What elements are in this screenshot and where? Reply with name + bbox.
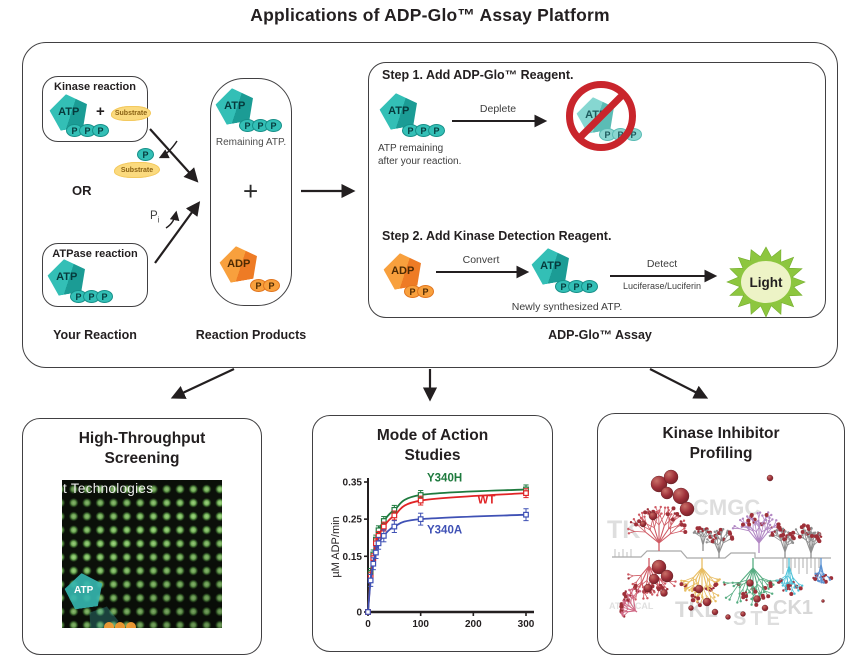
svg-text:0.15: 0.15 — [343, 552, 363, 563]
step1-title: Step 1. Add ADP-Glo™ Reagent. — [382, 68, 574, 82]
phosphate-dot-icon — [104, 622, 114, 628]
moa-chart: 0 100 200 300 0 0.15 0.25 0.35 µM ADP/min Y340H WT… — [330, 472, 535, 630]
microplate-image: t Technologies ATP — [62, 480, 222, 628]
light-label: Light — [750, 275, 783, 290]
kip-title: Kinase Inhibitor Profiling — [662, 425, 780, 462]
convert-label: Convert — [462, 254, 500, 266]
prohibition-icon — [566, 81, 636, 151]
image-watermark-text: t Technologies — [63, 481, 154, 496]
phosphate-dot-icon — [115, 622, 125, 628]
inorganic-phosphate-label: Pi — [150, 210, 160, 225]
figure-title: Applications of ADP-Glo™ Assay Platform — [250, 5, 610, 25]
svg-text:100: 100 — [412, 619, 429, 630]
plus-sign: + — [243, 176, 259, 206]
svg-text:Y340A: Y340A — [427, 524, 462, 536]
kinase-reaction-title: Kinase reaction — [54, 81, 136, 93]
reaction-products-label: Reaction Products — [195, 328, 307, 342]
watermark-cmgc: CMGC — [693, 495, 760, 520]
svg-text:Y340H: Y340H — [427, 472, 462, 484]
newly-synthesized-caption: Newly synthesized ATP. — [511, 301, 623, 313]
watermark-ck1: CK1 — [773, 597, 813, 619]
luciferase-label: Luciferase/Luciferin — [622, 281, 702, 291]
atpase-reaction-title: ATPase reaction — [52, 248, 138, 260]
svg-text:200: 200 — [465, 619, 482, 630]
step1-caption: ATP remaining after your reaction. — [378, 143, 462, 167]
light-starburst-icon: Light — [726, 246, 806, 318]
substrate-blob-icon: Substrate — [111, 106, 151, 121]
arrow-to-hts — [170, 368, 235, 399]
phosphate-dot-icon — [126, 622, 136, 628]
watermark-tk: TK — [607, 516, 640, 544]
deplete-label: Deplete — [479, 103, 517, 115]
remaining-atp-caption: Remaining ATP. — [215, 137, 287, 148]
substrate-blob-icon: Substrate — [114, 162, 160, 178]
svg-text:0: 0 — [365, 619, 371, 630]
kinome-tree: TK CMGC TKL ATYPICAL STE CK1 — [607, 469, 834, 630]
svg-text:0.25: 0.25 — [343, 515, 363, 526]
adp-glo-assay-label: ADP-Glo™ Assay — [548, 328, 652, 342]
svg-text:0.35: 0.35 — [343, 478, 363, 489]
step2-title: Step 2. Add Kinase Detection Reagent. — [382, 229, 612, 243]
arrow-to-kip — [649, 368, 709, 399]
plus-sign: + — [96, 103, 105, 120]
svg-text:WT: WT — [478, 495, 496, 507]
svg-text:µM ADP/min: µM ADP/min — [330, 516, 342, 577]
or-label: OR — [72, 183, 92, 198]
svg-text:300: 300 — [518, 619, 535, 630]
hts-title: High-Throughput Screening — [78, 430, 206, 467]
your-reaction-label: Your Reaction — [53, 328, 137, 342]
watermark-atypical: ATYPICAL — [609, 601, 654, 611]
detect-label: Detect — [646, 258, 678, 270]
svg-text:0: 0 — [356, 608, 362, 619]
moa-title: Mode of Action Studies — [376, 427, 489, 464]
